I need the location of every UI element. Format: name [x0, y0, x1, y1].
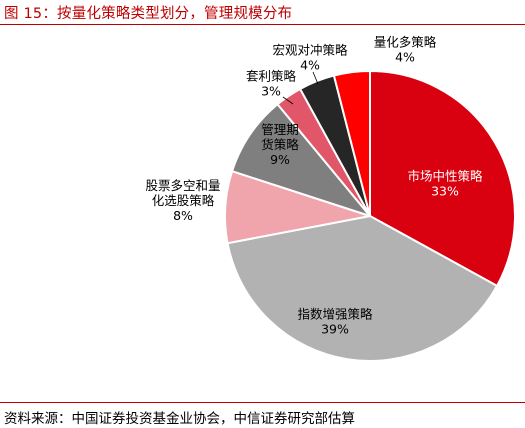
pie-slice-1 — [226, 214, 499, 362]
pie-chart: 市场中性策略 33% 指数增强策略 39% 股票多空和量化选股策略 8% 管理期货策略 9% 套… — [145, 35, 516, 362]
slice-label-3: 管理期货策略 9% — [261, 122, 299, 167]
slice-value-1: 39% — [321, 322, 349, 337]
pie-slice-0 — [369, 69, 516, 288]
slice-name-6-0: 量化多策略 — [374, 35, 437, 50]
title-divider — [0, 24, 525, 25]
source-note: 资料来源：中国证券投资基金业协会，中信证券研究部估算 — [4, 411, 355, 427]
pie-slice-6 — [332, 69, 371, 217]
slice-name-0-0: 市场中性策略 — [407, 169, 483, 184]
leader-line-4 — [282, 96, 294, 105]
slice-label-1: 指数增强策略 39% — [297, 307, 373, 337]
slice-name-3-0: 管理期 — [261, 122, 299, 137]
slice-name-2-0: 股票多空和量 — [145, 178, 220, 193]
pie-slice-3 — [230, 102, 373, 219]
slice-label-0: 市场中性策略 33% — [407, 169, 483, 199]
slice-value-3: 9% — [270, 152, 290, 167]
slice-value-4: 3% — [261, 84, 281, 99]
slice-name-4-0: 套利策略 — [246, 69, 297, 84]
slice-label-4: 套利策略 3% — [246, 69, 297, 99]
source-divider — [0, 402, 525, 403]
slice-value-0: 33% — [431, 184, 459, 199]
leader-line-5 — [312, 71, 319, 85]
slice-name-1-0: 指数增强策略 — [297, 307, 373, 322]
slice-name-5-0: 宏观对冲策略 — [272, 43, 348, 58]
slice-value-2: 8% — [173, 208, 193, 223]
slice-name-2-1: 化选股策略 — [152, 193, 215, 208]
slice-value-5: 4% — [300, 58, 320, 73]
slice-name-3-1: 货策略 — [261, 137, 299, 152]
slice-label-2: 股票多空和量化选股策略 8% — [145, 178, 220, 223]
slice-label-5: 宏观对冲策略 4% — [272, 43, 348, 73]
figure-title: 图 15：按量化策略类型划分，管理规模分布 — [4, 6, 293, 22]
slice-label-6: 量化多策略 4% — [374, 35, 437, 65]
slice-value-6: 4% — [395, 50, 415, 65]
